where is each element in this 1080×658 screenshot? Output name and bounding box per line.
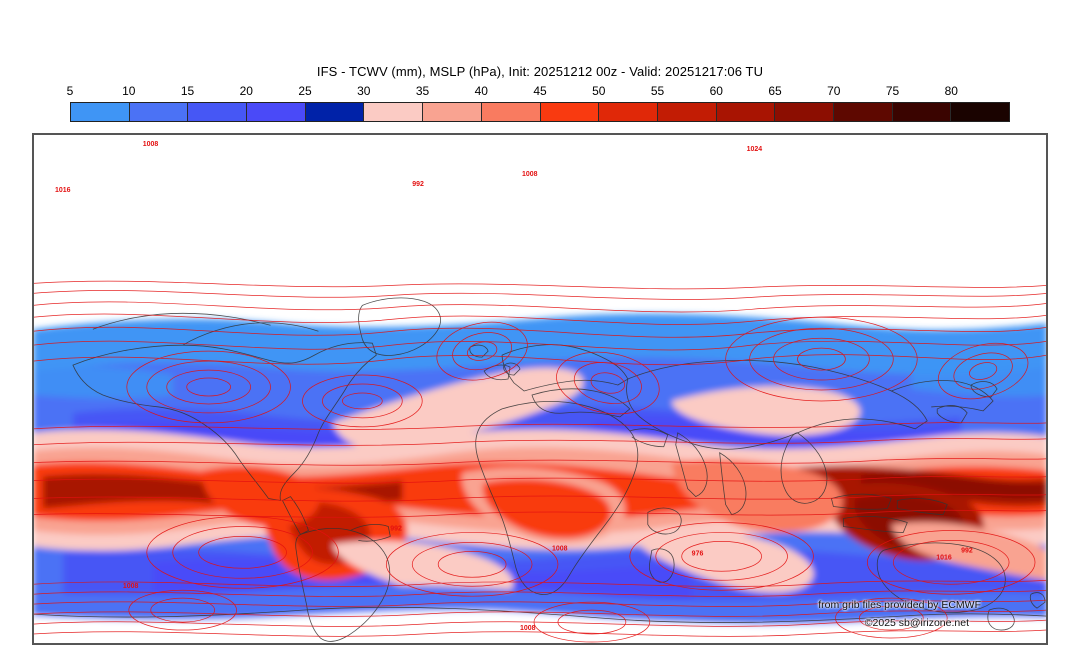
colorbar-swatch-45	[540, 103, 600, 121]
colorbar-swatch-50	[599, 103, 658, 121]
colorbar-tick-80: 80	[944, 84, 958, 98]
mslp-isobars	[33, 280, 1047, 643]
colorbar-tick-50: 50	[592, 84, 606, 98]
coastlines	[33, 297, 1047, 644]
weather-map[interactable]: 1008 1024 1008 992 1016 992 1008 976 101…	[33, 134, 1047, 644]
colorbar-swatch-35	[423, 103, 482, 121]
colorbar-tick-65: 65	[768, 84, 782, 98]
svg-text:1008: 1008	[123, 583, 139, 590]
colorbar-swatch-10	[129, 103, 189, 121]
colorbar-swatch-75	[892, 103, 952, 121]
colorbar-swatch-30	[364, 103, 424, 121]
colorbar-tick-70: 70	[827, 84, 841, 98]
colorbar-tick-15: 15	[180, 84, 195, 98]
colorbar-tick-labels: 5 10 15 20 25 30 35 40 45 50 55 60 65 70 75 80	[66, 84, 1010, 102]
colorbar-tick-55: 55	[650, 84, 665, 98]
svg-text:1016: 1016	[55, 187, 71, 194]
isobar-labels: 1008 1024 1008 992 1016 992 1008 976 101…	[55, 141, 973, 632]
svg-text:1024: 1024	[747, 146, 763, 153]
colorbar-swatch-5	[71, 103, 130, 121]
colorbar-tick-45: 45	[533, 84, 547, 98]
svg-text:992: 992	[390, 525, 402, 532]
colorbar-tick-5: 5	[66, 84, 74, 98]
svg-text:1008: 1008	[143, 141, 159, 148]
colorbar-tick-30: 30	[357, 84, 371, 98]
svg-text:992: 992	[412, 181, 424, 188]
svg-text:1008: 1008	[552, 545, 568, 552]
colorbar-swatch-25	[305, 103, 365, 121]
colorbar-swatch-20	[247, 103, 306, 121]
colorbar-swatch-55	[657, 103, 717, 121]
colorbar-tick-10: 10	[122, 84, 136, 98]
colorbar-swatch-70	[833, 103, 893, 121]
svg-text:1008: 1008	[522, 171, 538, 178]
colorbar-tick-20: 20	[239, 84, 253, 98]
colorbar	[70, 102, 1010, 122]
colorbar-swatch-60	[716, 103, 776, 121]
svg-text:976: 976	[692, 550, 704, 557]
colorbar-tick-75: 75	[885, 84, 900, 98]
data-source-credit: from grib files provided by ECMWF	[818, 599, 981, 611]
colorbar-tick-35: 35	[415, 84, 430, 98]
copyright-credit: ©2025 sb@irizone.net	[864, 617, 969, 629]
colorbar-tick-25: 25	[298, 84, 312, 98]
map-panel[interactable]: 1008 1024 1008 992 1016 992 1008 976 101…	[32, 133, 1048, 645]
page-title: IFS - TCWV (mm), MSLP (hPa), Init: 20251…	[316, 64, 764, 79]
colorbar-swatch-15	[188, 103, 248, 121]
colorbar-swatch-40	[481, 103, 541, 121]
colorbar-tick-40: 40	[474, 84, 488, 98]
colorbar-tick-60: 60	[709, 84, 723, 98]
svg-text:992: 992	[961, 547, 973, 554]
colorbar-swatch-65	[775, 103, 834, 121]
svg-text:1016: 1016	[936, 554, 952, 561]
svg-text:1008: 1008	[520, 625, 536, 632]
colorbar-swatch-80	[951, 103, 1009, 121]
